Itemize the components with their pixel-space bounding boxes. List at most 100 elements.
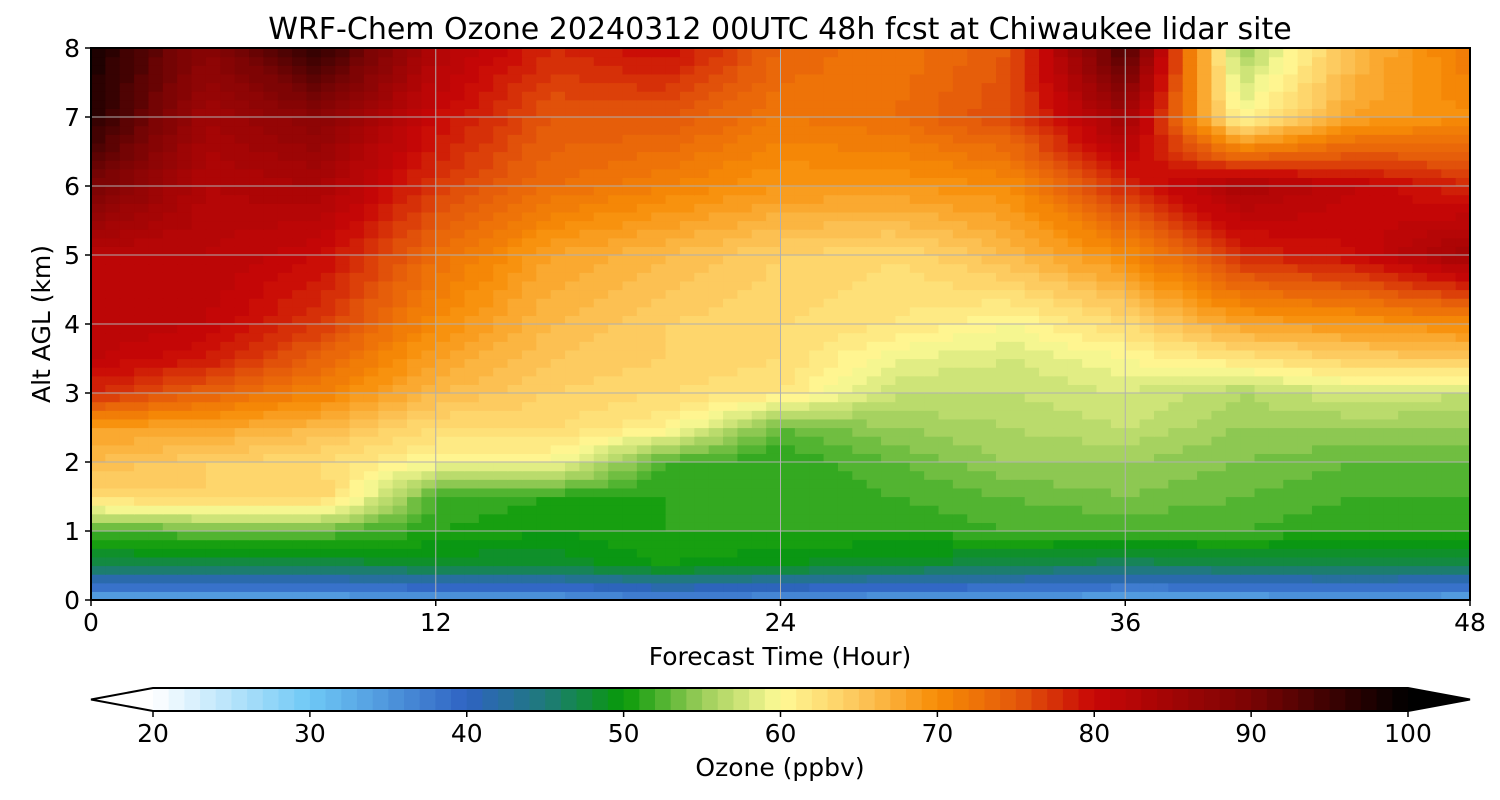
field-cell xyxy=(1455,272,1471,282)
field-cell xyxy=(1010,211,1026,222)
field-cell xyxy=(651,160,667,170)
field-cell xyxy=(1067,151,1083,161)
field-cell xyxy=(335,496,351,506)
field-cell xyxy=(1240,298,1256,308)
field-cell xyxy=(550,427,566,437)
field-cell xyxy=(91,324,106,334)
field-cell xyxy=(205,229,221,239)
field-cell xyxy=(478,306,494,316)
field-cell xyxy=(622,160,638,170)
field-cell xyxy=(694,384,710,394)
field-cell xyxy=(1283,470,1299,480)
field-cell xyxy=(91,341,106,351)
field-cell xyxy=(1340,496,1356,506)
field-cell xyxy=(1168,203,1184,213)
field-cell xyxy=(306,427,322,437)
field-cell xyxy=(1297,436,1313,446)
field-cell xyxy=(507,418,523,429)
field-cell xyxy=(1096,324,1112,334)
field-cell xyxy=(1053,410,1069,420)
field-cell xyxy=(809,324,825,334)
field-cell xyxy=(205,220,221,230)
field-cell xyxy=(1053,151,1069,161)
field-cell xyxy=(1110,418,1126,429)
field-cell xyxy=(622,358,638,368)
field-cell xyxy=(177,315,193,325)
field-cell xyxy=(565,324,580,334)
field-cell xyxy=(1297,539,1313,549)
field-cell xyxy=(1067,255,1083,265)
field-cell xyxy=(1053,401,1069,411)
field-cell xyxy=(708,479,724,489)
field-cell xyxy=(177,375,193,385)
field-cell xyxy=(1383,531,1399,541)
field-cell xyxy=(866,324,882,334)
field-cell xyxy=(1182,444,1198,454)
field-cell xyxy=(651,539,667,549)
field-cell xyxy=(292,556,308,567)
field-cell xyxy=(651,384,667,394)
field-cell xyxy=(1225,211,1241,222)
field-cell xyxy=(651,410,667,420)
field-cell xyxy=(679,367,695,377)
field-cell xyxy=(723,522,738,532)
field-cell xyxy=(392,444,408,454)
field-cell xyxy=(1182,186,1198,196)
field-cell xyxy=(1455,522,1471,532)
field-cell xyxy=(1039,479,1055,489)
field-cell xyxy=(1455,177,1471,187)
field-cell xyxy=(1110,384,1126,394)
field-cell xyxy=(579,522,595,532)
field-cell xyxy=(1110,522,1126,532)
field-cell xyxy=(636,574,652,584)
field-cell xyxy=(1268,384,1284,394)
field-cell xyxy=(435,160,451,170)
field-cell xyxy=(1326,582,1342,592)
field-cell xyxy=(407,349,422,360)
field-cell xyxy=(981,220,997,230)
field-cell xyxy=(378,211,394,222)
field-cell xyxy=(1412,332,1428,342)
field-cell xyxy=(191,263,207,273)
field-cell xyxy=(521,375,537,385)
field-cell xyxy=(895,427,911,437)
field-cell xyxy=(723,453,738,463)
field-cell xyxy=(981,160,997,170)
field-cell xyxy=(938,280,954,291)
field-cell xyxy=(593,513,609,523)
field-cell xyxy=(780,332,796,342)
field-cell xyxy=(363,306,379,316)
field-cell xyxy=(507,220,523,230)
field-cell xyxy=(1182,194,1198,204)
field-cell xyxy=(1268,531,1284,541)
field-cell xyxy=(565,496,580,506)
field-cell xyxy=(277,151,293,161)
field-cell xyxy=(1096,418,1112,429)
field-cell xyxy=(967,220,983,230)
field-cell xyxy=(464,375,480,385)
field-cell xyxy=(967,358,983,368)
field-cell xyxy=(536,341,552,351)
field-cell xyxy=(435,444,451,454)
field-cell xyxy=(1268,263,1284,273)
field-cell xyxy=(1383,574,1399,584)
field-cell xyxy=(536,211,552,222)
field-cell xyxy=(1024,453,1040,463)
field-cell xyxy=(493,160,509,170)
field-cell xyxy=(809,522,825,532)
field-cell xyxy=(507,358,523,368)
field-cell xyxy=(378,470,394,480)
field-cell xyxy=(766,487,782,498)
field-cell xyxy=(349,358,365,368)
field-cell xyxy=(493,505,509,515)
field-cell xyxy=(162,341,178,351)
field-cell xyxy=(1455,436,1471,446)
field-cell xyxy=(134,142,150,153)
field-cell xyxy=(363,401,379,411)
field-cell xyxy=(134,574,150,584)
field-cell xyxy=(593,160,609,170)
field-cell xyxy=(1254,349,1270,360)
field-cell xyxy=(119,229,135,239)
field-cell xyxy=(464,462,480,472)
field-cell xyxy=(335,306,351,316)
